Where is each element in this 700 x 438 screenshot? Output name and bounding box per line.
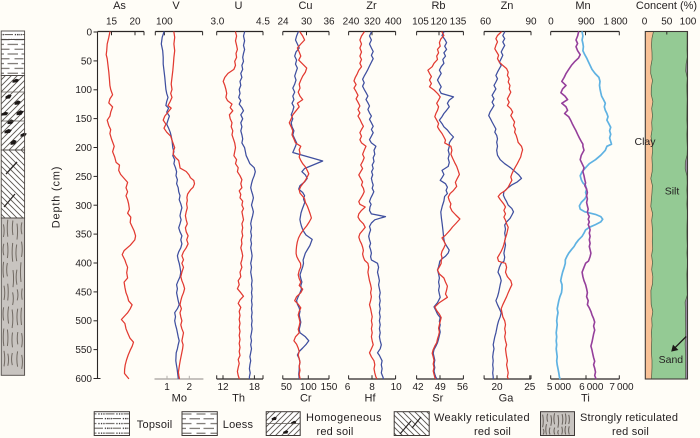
svg-text:50: 50 xyxy=(81,56,93,67)
svg-text:Zr: Zr xyxy=(366,0,377,12)
svg-text:Cu: Cu xyxy=(298,0,312,12)
svg-text:600: 600 xyxy=(75,374,92,385)
svg-text:100: 100 xyxy=(75,85,92,96)
svg-text:0: 0 xyxy=(642,17,648,28)
svg-text:60: 60 xyxy=(480,17,492,28)
svg-text:V: V xyxy=(172,0,180,12)
svg-text:Mn: Mn xyxy=(575,0,590,12)
svg-text:8: 8 xyxy=(369,382,375,393)
svg-text:Strongly reticulated: Strongly reticulated xyxy=(580,412,678,424)
svg-text:120: 120 xyxy=(430,17,447,28)
svg-text:400: 400 xyxy=(75,259,92,270)
svg-text:Weakly reticulated: Weakly reticulated xyxy=(434,412,530,424)
svg-text:Cr: Cr xyxy=(300,393,312,405)
svg-text:Ti: Ti xyxy=(581,393,590,405)
svg-text:50: 50 xyxy=(661,17,673,28)
svg-text:red soil: red soil xyxy=(474,426,511,438)
svg-text:42: 42 xyxy=(412,382,424,393)
svg-text:500: 500 xyxy=(75,316,92,327)
svg-text:Sand: Sand xyxy=(659,354,684,366)
svg-text:36: 36 xyxy=(323,17,335,28)
svg-text:20: 20 xyxy=(129,17,141,28)
svg-text:10: 10 xyxy=(391,382,403,393)
svg-text:18: 18 xyxy=(249,382,261,393)
svg-text:5 000: 5 000 xyxy=(547,382,572,393)
svg-text:1 800: 1 800 xyxy=(603,17,628,28)
svg-text:Silt: Silt xyxy=(665,186,680,198)
svg-text:0: 0 xyxy=(86,28,92,39)
svg-text:Th: Th xyxy=(232,393,245,405)
svg-text:Depth (cm): Depth (cm) xyxy=(51,166,63,228)
svg-text:Homogeneous: Homogeneous xyxy=(306,412,382,424)
svg-text:Topsoil: Topsoil xyxy=(137,419,173,431)
svg-text:550: 550 xyxy=(75,345,92,356)
svg-text:150: 150 xyxy=(321,382,338,393)
svg-text:6: 6 xyxy=(345,382,351,393)
svg-text:4.5: 4.5 xyxy=(256,17,270,28)
svg-text:240: 240 xyxy=(343,17,360,28)
svg-text:Ga: Ga xyxy=(499,393,515,405)
svg-text:24: 24 xyxy=(277,17,289,28)
svg-text:7 000: 7 000 xyxy=(609,382,634,393)
svg-text:900: 900 xyxy=(578,17,595,28)
svg-text:Concent (%): Concent (%) xyxy=(636,0,697,12)
svg-text:56: 56 xyxy=(457,382,469,393)
svg-text:0: 0 xyxy=(548,17,554,28)
svg-text:U: U xyxy=(235,0,243,12)
svg-text:20: 20 xyxy=(491,382,503,393)
svg-text:90: 90 xyxy=(525,17,537,28)
svg-text:400: 400 xyxy=(385,17,402,28)
svg-text:50: 50 xyxy=(281,382,293,393)
svg-text:Mo: Mo xyxy=(172,393,187,405)
svg-text:150: 150 xyxy=(75,114,92,125)
svg-text:12: 12 xyxy=(217,382,229,393)
svg-text:Hf: Hf xyxy=(365,393,377,405)
svg-text:Clay: Clay xyxy=(634,136,656,148)
svg-text:100: 100 xyxy=(680,17,697,28)
svg-text:49: 49 xyxy=(435,382,447,393)
svg-text:Rb: Rb xyxy=(431,0,445,12)
svg-text:6 000: 6 000 xyxy=(579,382,604,393)
svg-text:200: 200 xyxy=(75,143,92,154)
svg-text:105: 105 xyxy=(412,17,429,28)
svg-text:Loess: Loess xyxy=(223,419,254,431)
svg-text:1: 1 xyxy=(164,382,170,393)
svg-text:2: 2 xyxy=(187,382,193,393)
svg-text:Zn: Zn xyxy=(501,0,514,12)
svg-text:25: 25 xyxy=(524,382,536,393)
svg-text:300: 300 xyxy=(75,201,92,212)
svg-text:15: 15 xyxy=(106,17,118,28)
svg-text:100: 100 xyxy=(156,17,173,28)
svg-text:30: 30 xyxy=(301,17,313,28)
svg-text:450: 450 xyxy=(75,287,92,298)
svg-text:Sr: Sr xyxy=(432,393,443,405)
svg-text:3.0: 3.0 xyxy=(210,17,224,28)
svg-text:red soil: red soil xyxy=(317,426,354,438)
svg-text:red soil: red soil xyxy=(612,426,649,438)
svg-text:250: 250 xyxy=(75,172,92,183)
svg-text:100: 100 xyxy=(300,382,317,393)
svg-text:350: 350 xyxy=(75,230,92,241)
svg-text:135: 135 xyxy=(450,17,467,28)
svg-text:320: 320 xyxy=(364,17,381,28)
svg-text:As: As xyxy=(113,0,126,12)
